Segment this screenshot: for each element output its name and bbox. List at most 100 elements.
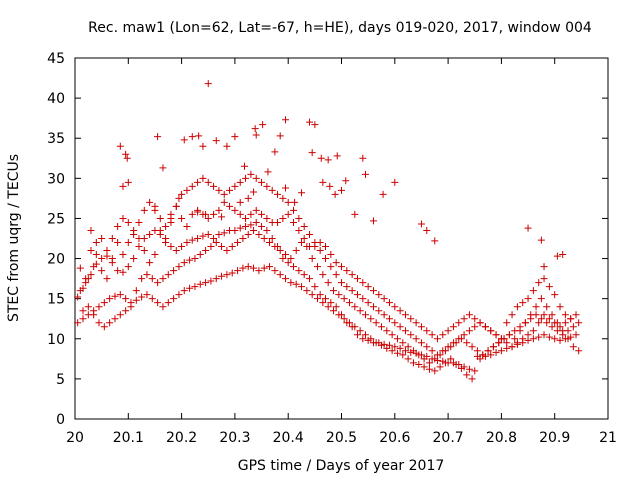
data-point-marker <box>324 156 332 164</box>
data-point-marker <box>194 208 202 216</box>
data-point-marker <box>135 243 143 251</box>
data-point-marker <box>396 323 404 331</box>
data-point-marker <box>340 295 348 303</box>
data-point-marker <box>543 319 551 327</box>
data-point-marker <box>159 275 167 283</box>
data-point-marker <box>508 311 516 319</box>
data-point-marker <box>119 214 127 222</box>
data-point-marker <box>335 291 343 299</box>
data-point-marker <box>108 235 116 242</box>
data-point-marker <box>292 247 300 255</box>
data-point-marker <box>250 226 258 234</box>
data-point-marker <box>195 132 203 140</box>
data-point-marker <box>439 331 447 339</box>
x-axis-ticks: 20 20.1 20.2 20.3 20.4 20.5 20.6 20.7 20.8 20.9 21 <box>66 58 617 446</box>
data-point-marker <box>183 186 191 194</box>
data-point-marker <box>175 291 183 299</box>
data-point-marker <box>167 210 175 218</box>
data-point-marker <box>271 243 279 251</box>
data-point-marker <box>79 315 87 323</box>
data-point-marker <box>84 303 92 311</box>
data-point-marker <box>326 182 334 190</box>
x-tick-label: 20.5 <box>326 430 357 446</box>
data-point-marker <box>124 178 132 186</box>
data-point-marker <box>471 315 479 323</box>
data-point-marker <box>356 307 364 315</box>
data-point-marker <box>220 198 228 206</box>
data-point-marker <box>298 239 306 247</box>
data-point-marker <box>140 206 148 214</box>
data-point-marker <box>298 283 306 291</box>
data-point-marker <box>236 224 244 232</box>
data-point-marker <box>316 291 324 299</box>
data-point-marker <box>492 331 500 339</box>
data-point-marker <box>388 347 396 355</box>
data-point-marker <box>140 247 148 255</box>
data-point-marker <box>545 315 553 323</box>
data-point-marker <box>487 351 495 359</box>
data-point-marker <box>116 311 124 319</box>
data-point-marker <box>372 319 380 327</box>
data-point-marker <box>284 198 292 206</box>
data-point-marker <box>164 271 172 279</box>
data-point-marker <box>274 218 282 226</box>
data-point-marker <box>215 230 223 238</box>
data-point-marker <box>279 214 287 222</box>
data-point-marker <box>569 323 577 331</box>
data-point-marker <box>333 152 341 160</box>
y-tick-label: 45 <box>47 51 65 67</box>
data-point-marker <box>331 190 339 198</box>
data-point-marker <box>279 255 287 263</box>
data-point-marker <box>92 260 100 268</box>
data-point-marker <box>322 255 330 263</box>
data-point-marker <box>391 319 399 327</box>
data-point-marker <box>524 224 532 232</box>
data-point-marker <box>473 347 481 355</box>
data-point-marker <box>342 177 350 185</box>
data-point-marker <box>180 287 188 295</box>
data-point-marker <box>244 194 252 202</box>
data-point-marker <box>343 283 351 291</box>
data-point-marker <box>559 251 567 259</box>
data-point-marker <box>532 303 540 311</box>
data-point-marker <box>391 343 399 351</box>
data-point-marker <box>308 149 316 157</box>
data-point-marker <box>212 239 220 247</box>
data-point-marker <box>298 189 306 197</box>
x-tick-label: 20.1 <box>113 430 144 446</box>
data-point-marker <box>138 275 146 283</box>
data-point-marker <box>170 295 178 303</box>
x-tick-label: 20.7 <box>433 430 464 446</box>
data-point-marker <box>561 311 569 319</box>
data-point-marker <box>537 315 545 323</box>
data-point-marker <box>535 279 543 287</box>
data-point-marker <box>433 335 441 343</box>
data-point-marker <box>223 271 231 279</box>
data-point-marker <box>548 323 556 331</box>
data-point-marker <box>364 283 372 291</box>
data-point-marker <box>441 359 449 367</box>
data-point-marker <box>186 284 194 292</box>
data-point-marker <box>231 206 239 214</box>
data-point-marker <box>218 243 226 251</box>
y-tick-label: 0 <box>56 412 65 428</box>
data-point-marker <box>497 335 505 343</box>
data-point-marker <box>322 243 330 251</box>
data-point-marker <box>247 170 255 178</box>
data-point-marker <box>188 236 196 244</box>
data-point-marker <box>561 319 569 327</box>
data-point-marker <box>90 311 98 319</box>
data-point-marker <box>338 263 345 271</box>
data-point-marker <box>417 339 425 347</box>
data-point-marker <box>449 323 457 331</box>
data-point-marker <box>199 232 207 240</box>
data-point-marker <box>210 235 218 242</box>
data-point-marker <box>199 142 207 150</box>
data-point-marker <box>306 275 314 283</box>
data-point-marker <box>471 367 479 375</box>
data-point-marker <box>207 277 215 285</box>
data-point-marker <box>111 315 119 323</box>
data-point-marker <box>154 279 162 287</box>
data-point-marker <box>87 247 95 255</box>
